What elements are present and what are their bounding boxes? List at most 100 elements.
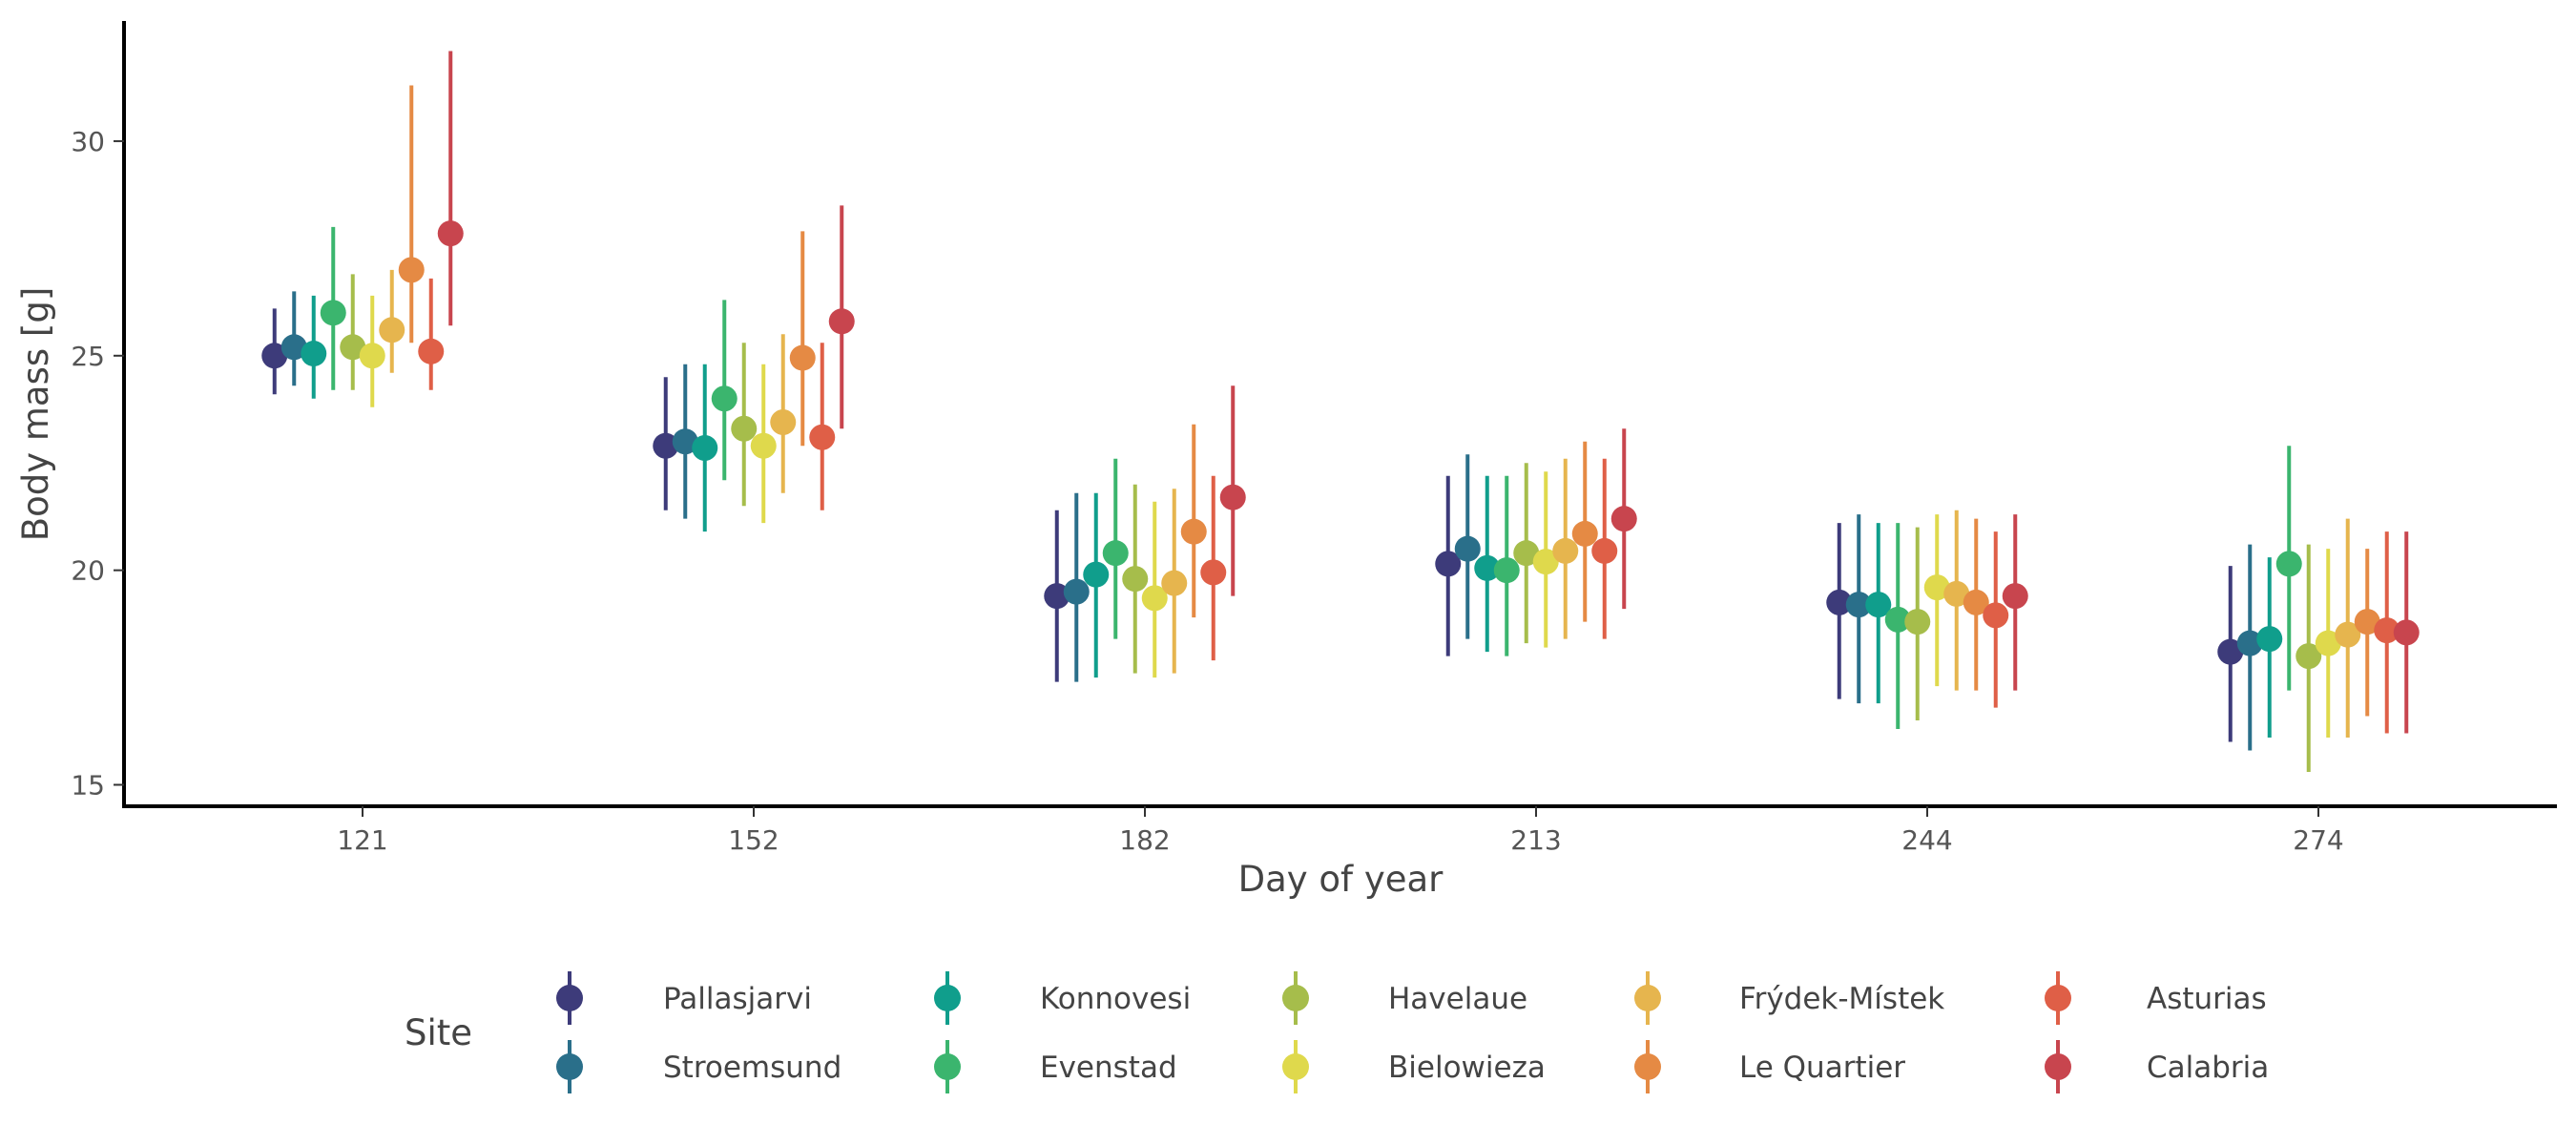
data-point	[398, 257, 425, 283]
data-point	[1884, 606, 1911, 633]
data-point	[1044, 583, 1070, 610]
y-axis-ticks: 15 20 25 30	[71, 126, 124, 802]
data-point	[301, 341, 327, 367]
legend-key	[1282, 971, 1309, 1025]
data-point	[1826, 589, 1853, 615]
data-point	[2374, 617, 2400, 644]
data-point	[711, 385, 737, 412]
data-point	[2217, 638, 2244, 665]
x-tick-label: 182	[1119, 824, 1170, 856]
data-point	[1571, 520, 1598, 547]
data-point	[1904, 609, 1931, 635]
legend-label: Konnovesi	[1040, 982, 1191, 1016]
data-point	[770, 408, 797, 435]
data-point	[1180, 518, 1207, 545]
x-tick-label: 213	[1510, 824, 1561, 856]
data-point	[2275, 551, 2302, 577]
x-tick-label: 121	[337, 824, 387, 856]
data-point	[1963, 589, 1989, 615]
legend-label: Calabria	[2147, 1051, 2269, 1085]
data-point	[2393, 619, 2420, 646]
x-axis-title: Day of year	[1238, 859, 1444, 900]
legend-label: Le Quartier	[1739, 1051, 1905, 1085]
plot-panel	[261, 51, 2420, 773]
data-point	[1161, 570, 1188, 596]
data-point	[1435, 551, 1462, 577]
data-point	[2354, 609, 2380, 635]
y-tick-label: 20	[71, 555, 105, 587]
data-point	[1983, 602, 2009, 629]
legend-key	[2045, 971, 2071, 1025]
legend-key	[934, 1040, 961, 1093]
data-point	[1591, 537, 1618, 564]
legend-label: Asturias	[2147, 982, 2267, 1016]
data-point	[2296, 643, 2322, 670]
data-point	[750, 432, 777, 459]
y-tick-label: 25	[71, 341, 105, 372]
x-tick-label: 244	[1901, 824, 1952, 856]
data-point	[1454, 535, 1481, 562]
data-point	[2236, 630, 2263, 656]
series-bielowieza	[359, 295, 2341, 739]
data-point	[1943, 580, 1970, 607]
legend-key	[556, 1040, 583, 1093]
data-point	[1122, 566, 1149, 593]
series-havelaue	[340, 274, 2322, 773]
data-point	[379, 317, 405, 344]
legend-key	[1634, 971, 1661, 1025]
data-point	[1513, 540, 1540, 567]
data-point	[1493, 557, 1520, 584]
data-point	[1865, 592, 1892, 618]
data-point	[672, 428, 698, 455]
y-axis-title: Body mass [g]	[15, 287, 56, 542]
data-point	[731, 415, 758, 442]
data-point	[1141, 585, 1168, 612]
data-point	[1610, 506, 1637, 532]
data-point	[1102, 540, 1129, 567]
data-point	[340, 334, 366, 361]
data-point	[2335, 621, 2361, 648]
data-point	[1083, 561, 1110, 588]
data-point	[1063, 578, 1090, 605]
data-point	[359, 343, 385, 369]
data-point	[320, 300, 346, 326]
legend-key	[934, 971, 961, 1025]
series-calabria	[437, 51, 2420, 734]
data-point	[1552, 537, 1579, 564]
x-tick-label: 152	[728, 824, 779, 856]
data-point	[437, 220, 464, 247]
y-tick-label: 30	[71, 126, 105, 157]
series-stroemsund	[280, 291, 2263, 751]
data-point	[2256, 626, 2283, 653]
legend-label: Frýdek-Místek	[1739, 982, 1944, 1016]
legend-label: Havelaue	[1388, 982, 1527, 1016]
data-point	[2315, 630, 2341, 656]
legend-label: Stroemsund	[663, 1051, 841, 1085]
series-le-quartier	[398, 85, 2380, 717]
legend-label: Bielowieza	[1388, 1051, 1546, 1085]
series-konnovesi	[301, 295, 2283, 739]
data-point	[692, 434, 718, 461]
data-point	[1532, 549, 1559, 575]
x-axis-ticks: 121 152 182 213 244 274	[337, 806, 2344, 856]
data-point	[828, 308, 855, 335]
data-point	[261, 343, 288, 369]
data-point	[809, 424, 836, 450]
legend-key	[556, 971, 583, 1025]
data-point	[1474, 554, 1501, 581]
data-point	[418, 338, 445, 364]
data-point	[789, 344, 816, 371]
series-pallasjarvi	[261, 308, 2244, 742]
data-point	[1923, 574, 1950, 601]
legend-title: Site	[405, 1012, 472, 1053]
data-point	[1219, 484, 1246, 510]
series-evenstad	[320, 226, 2302, 730]
x-tick-label: 274	[2293, 824, 2343, 856]
series-fr-dek-m-stek	[379, 269, 2361, 739]
legend-label: Evenstad	[1040, 1051, 1177, 1085]
y-tick-label: 15	[71, 770, 105, 802]
series-asturias	[418, 278, 2400, 734]
legend-key	[1634, 1040, 1661, 1093]
data-point	[653, 432, 679, 459]
